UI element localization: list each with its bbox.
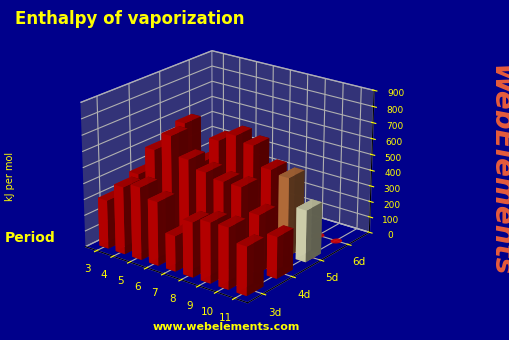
Text: Enthalpy of vaporization: Enthalpy of vaporization: [15, 10, 244, 28]
Text: kJ per mol: kJ per mol: [5, 152, 15, 201]
Text: www.webelements.com: www.webelements.com: [153, 322, 300, 332]
Text: WebElements: WebElements: [485, 64, 509, 276]
Text: Period: Period: [5, 231, 56, 245]
